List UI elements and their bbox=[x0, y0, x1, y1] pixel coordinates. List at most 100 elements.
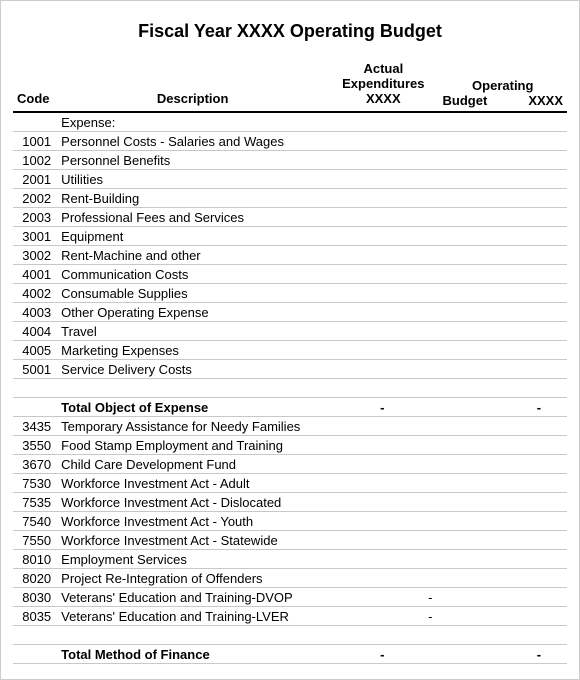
actual-cell: - bbox=[328, 606, 438, 625]
code-cell: 7535 bbox=[13, 492, 57, 511]
op2-cell: - bbox=[513, 644, 567, 663]
op2-cell bbox=[513, 340, 567, 359]
actual-cell bbox=[328, 131, 438, 150]
op1-cell bbox=[439, 435, 513, 454]
table-row: 3670Child Care Development Fund bbox=[13, 454, 567, 473]
actual-cell bbox=[328, 226, 438, 245]
op1-cell bbox=[439, 644, 513, 663]
op1-cell bbox=[439, 454, 513, 473]
code-cell: 7530 bbox=[13, 473, 57, 492]
op2-cell bbox=[513, 226, 567, 245]
table-row: 3001Equipment bbox=[13, 226, 567, 245]
code-cell: 4005 bbox=[13, 340, 57, 359]
op1-cell bbox=[439, 302, 513, 321]
code-cell: 8035 bbox=[13, 606, 57, 625]
code-cell: 8030 bbox=[13, 587, 57, 606]
table-row: 8035Veterans' Education and Training-LVE… bbox=[13, 606, 567, 625]
desc-cell: Travel bbox=[57, 321, 328, 340]
op1-cell bbox=[439, 606, 513, 625]
desc-cell: Total Method of Finance bbox=[57, 644, 328, 663]
code-cell: 1002 bbox=[13, 150, 57, 169]
code-cell: 4003 bbox=[13, 302, 57, 321]
budget-table: Code Description Actual Expenditures XXX… bbox=[13, 60, 567, 664]
op2-cell bbox=[513, 264, 567, 283]
table-row: 7550Workforce Investment Act - Statewide bbox=[13, 530, 567, 549]
actual-cell bbox=[328, 511, 438, 530]
actual-cell bbox=[328, 435, 438, 454]
op2-cell bbox=[513, 169, 567, 188]
op2-cell bbox=[513, 454, 567, 473]
col-operating: Operating Budget XXXX bbox=[439, 60, 567, 112]
desc-cell: Temporary Assistance for Needy Families bbox=[57, 416, 328, 435]
code-cell: 4002 bbox=[13, 283, 57, 302]
table-row: 2002Rent-Building bbox=[13, 188, 567, 207]
desc-cell: Workforce Investment Act - Adult bbox=[57, 473, 328, 492]
op1-cell bbox=[439, 473, 513, 492]
op2-cell bbox=[513, 112, 567, 132]
actual-cell bbox=[328, 245, 438, 264]
code-cell: 2002 bbox=[13, 188, 57, 207]
code-cell bbox=[13, 112, 57, 132]
table-row: 7530Workforce Investment Act - Adult bbox=[13, 473, 567, 492]
op1-cell bbox=[439, 188, 513, 207]
desc-cell: Rent-Building bbox=[57, 188, 328, 207]
op1-cell bbox=[439, 511, 513, 530]
actual-cell bbox=[328, 549, 438, 568]
op1-cell bbox=[439, 397, 513, 416]
op2-cell bbox=[513, 568, 567, 587]
table-row: 8010Employment Services bbox=[13, 549, 567, 568]
actual-cell bbox=[328, 169, 438, 188]
table-row: 4005Marketing Expenses bbox=[13, 340, 567, 359]
actual-cell bbox=[328, 568, 438, 587]
actual-cell: - bbox=[328, 644, 438, 663]
table-row: 2001Utilities bbox=[13, 169, 567, 188]
desc-cell: Equipment bbox=[57, 226, 328, 245]
code-cell: 7540 bbox=[13, 511, 57, 530]
table-row: Total Object of Expense-- bbox=[13, 397, 567, 416]
table-row: 8030Veterans' Education and Training-DVO… bbox=[13, 587, 567, 606]
actual-cell bbox=[328, 302, 438, 321]
table-row: Expense: bbox=[13, 112, 567, 132]
op1-cell bbox=[439, 283, 513, 302]
desc-cell: Personnel Benefits bbox=[57, 150, 328, 169]
actual-cell: - bbox=[328, 397, 438, 416]
op2-cell bbox=[513, 587, 567, 606]
op2-cell bbox=[513, 511, 567, 530]
actual-cell bbox=[328, 473, 438, 492]
col-actual: Actual Expenditures XXXX bbox=[328, 60, 438, 112]
op2-cell bbox=[513, 188, 567, 207]
actual-cell bbox=[328, 454, 438, 473]
desc-cell: Utilities bbox=[57, 169, 328, 188]
desc-cell: Project Re-Integration of Offenders bbox=[57, 568, 328, 587]
actual-cell bbox=[328, 207, 438, 226]
code-cell: 1001 bbox=[13, 131, 57, 150]
code-cell: 7550 bbox=[13, 530, 57, 549]
op1-cell bbox=[439, 150, 513, 169]
op2-cell bbox=[513, 302, 567, 321]
code-cell: 2001 bbox=[13, 169, 57, 188]
col-description: Description bbox=[57, 60, 328, 112]
op2-cell bbox=[513, 283, 567, 302]
table-row: 1001Personnel Costs - Salaries and Wages bbox=[13, 131, 567, 150]
code-cell: 3550 bbox=[13, 435, 57, 454]
desc-cell: Service Delivery Costs bbox=[57, 359, 328, 378]
op1-cell bbox=[439, 226, 513, 245]
table-row: 4003Other Operating Expense bbox=[13, 302, 567, 321]
table-row: 8020Project Re-Integration of Offenders bbox=[13, 568, 567, 587]
op2-cell bbox=[513, 492, 567, 511]
table-row: 1002Personnel Benefits bbox=[13, 150, 567, 169]
desc-cell: Workforce Investment Act - Statewide bbox=[57, 530, 328, 549]
code-cell: 8020 bbox=[13, 568, 57, 587]
code-cell: 3670 bbox=[13, 454, 57, 473]
op2-cell bbox=[513, 530, 567, 549]
table-row bbox=[13, 378, 567, 397]
op2-cell bbox=[513, 245, 567, 264]
code-cell: 3002 bbox=[13, 245, 57, 264]
desc-cell: Communication Costs bbox=[57, 264, 328, 283]
actual-cell bbox=[328, 321, 438, 340]
op1-cell bbox=[439, 587, 513, 606]
op2-cell bbox=[513, 207, 567, 226]
op1-cell bbox=[439, 340, 513, 359]
actual-cell bbox=[328, 283, 438, 302]
op1-cell bbox=[439, 416, 513, 435]
